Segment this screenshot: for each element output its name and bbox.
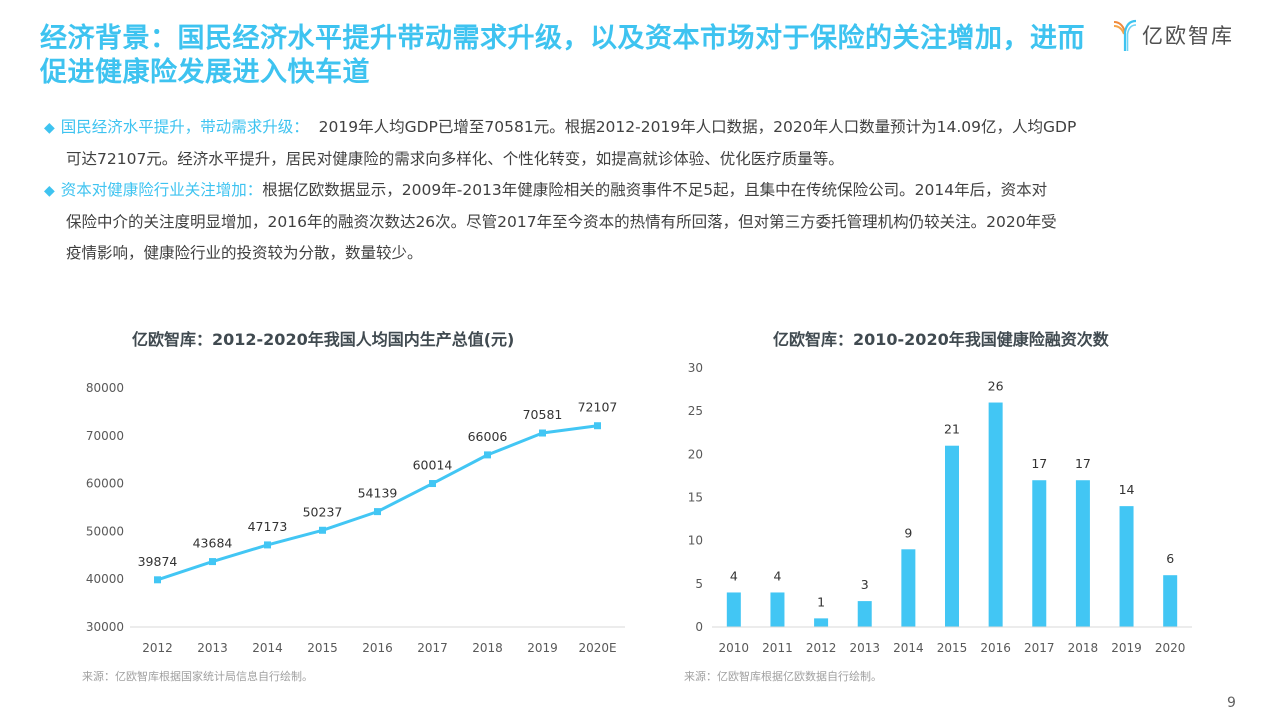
- bar: [857, 601, 872, 627]
- bar: [1119, 506, 1134, 627]
- y-tick-label: 10: [688, 534, 703, 548]
- y-tick-label: 25: [688, 404, 703, 418]
- data-label: 4: [730, 568, 738, 583]
- x-tick-label: 2016: [980, 641, 1011, 655]
- data-point: [154, 576, 161, 584]
- data-label: 4: [773, 568, 781, 583]
- x-tick-label: 2019: [1111, 641, 1142, 655]
- data-point: [539, 429, 546, 437]
- x-tick-label: 2015: [307, 641, 338, 655]
- x-tick-label: 2016: [362, 641, 393, 655]
- data-label: 66006: [468, 429, 508, 444]
- diamond-icon: ◆: [44, 183, 55, 199]
- x-tick-label: 2019: [527, 641, 558, 655]
- bullet-list: ◆ 国民经济水平提升，带动需求升级： 2019年人均GDP已增至70581元。根据…: [44, 112, 1244, 269]
- y-tick-label: 15: [688, 491, 703, 505]
- bar: [726, 592, 741, 627]
- x-tick-label: 2011: [762, 641, 793, 655]
- data-label: 14: [1119, 482, 1135, 497]
- bar: [1075, 480, 1090, 627]
- x-tick-label: 2017: [417, 641, 448, 655]
- x-tick-label: 2017: [1024, 641, 1055, 655]
- y-tick-label: 30000: [86, 620, 124, 634]
- bullet-text: 根据亿欧数据显示，2009年-2013年健康险相关的融资事件不足5起，且集中在传…: [262, 181, 1048, 199]
- page-number: 9: [1227, 695, 1236, 711]
- bullet-text: 保险中介的关注度明显增加，2016年的融资次数达26次。尽管2017年至今资本的…: [66, 213, 1057, 231]
- y-tick-label: 0: [695, 620, 703, 634]
- page-title: 经济背景：国民经济水平提升带动需求升级，以及资本市场对于保险的关注增加，进而促进…: [40, 23, 1085, 88]
- x-tick-label: 2010: [719, 641, 750, 655]
- data-point: [374, 508, 381, 516]
- y-tick-label: 80000: [86, 381, 124, 395]
- brand-logo: 亿欧智库: [1112, 18, 1234, 52]
- x-tick-label: 2014: [893, 641, 924, 655]
- gdp-series-line: [157, 424, 598, 582]
- data-point: [264, 541, 271, 549]
- data-label: 26: [988, 379, 1004, 394]
- x-tick-label: 2012: [806, 641, 837, 655]
- x-tick-label: 2014: [252, 641, 283, 655]
- x-tick-label: 2018: [472, 641, 503, 655]
- bullet-highlight: 国民经济水平提升，带动需求升级：: [60, 118, 309, 136]
- bar: [988, 402, 1003, 627]
- data-label: 17: [1031, 456, 1047, 471]
- data-label: 17: [1075, 456, 1091, 471]
- y-tick-label: 70000: [86, 429, 124, 443]
- y-tick-label: 20: [688, 447, 703, 461]
- x-tick-label: 2018: [1068, 641, 1099, 655]
- bullet-capital: ◆ 资本对健康险行业关注增加：根据亿欧数据显示，2009年-2013年健康险相关的…: [44, 175, 1244, 269]
- bullet-highlight: 资本对健康险行业关注增加：: [60, 181, 263, 199]
- bullet-economy: ◆ 国民经济水平提升，带动需求升级： 2019年人均GDP已增至70581元。根据…: [44, 112, 1244, 175]
- x-tick-label: 2013: [849, 641, 880, 655]
- data-point: [484, 451, 491, 459]
- bar-chart-title: 亿欧智库：2010-2020年我国健康险融资次数: [773, 330, 1109, 349]
- y-tick-label: 50000: [86, 524, 124, 538]
- logo-text: 亿欧智库: [1142, 24, 1234, 48]
- bar: [1163, 575, 1178, 627]
- data-point: [209, 558, 216, 566]
- bar: [814, 618, 829, 627]
- data-label: 43684: [193, 536, 233, 551]
- bar-chart-source: 来源：亿欧智库根据亿欧数据自行绘制。: [684, 670, 882, 683]
- y-tick-label: 5: [695, 577, 703, 591]
- y-tick-label: 30: [688, 361, 703, 375]
- y-tick-label: 60000: [86, 477, 124, 491]
- data-point: [594, 422, 601, 430]
- x-tick-label: 2015: [937, 641, 968, 655]
- x-tick-label: 2012: [142, 641, 173, 655]
- yiou-logo-icon: [1113, 19, 1137, 51]
- bar: [945, 445, 959, 627]
- data-label: 9: [904, 525, 912, 540]
- line-chart-source: 来源：亿欧智库根据国家统计局信息自行绘制。: [82, 670, 313, 683]
- x-tick-label: 2020E: [578, 641, 616, 655]
- data-label: 39874: [138, 554, 178, 569]
- bullet-text: 可达72107元。经济水平提升，居民对健康险的需求向多样化、个性化转变，如提高就…: [66, 150, 844, 168]
- data-label: 1: [817, 594, 825, 609]
- data-label: 60014: [413, 458, 453, 473]
- bar: [770, 592, 785, 627]
- data-label: 72107: [578, 400, 618, 415]
- y-tick-label: 40000: [86, 572, 124, 586]
- x-tick-label: 2020: [1155, 641, 1186, 655]
- data-label: 47173: [248, 519, 288, 534]
- bullet-text: 2019年人均GDP已增至70581元。根据2012-2019年人口数据，202…: [308, 118, 1077, 136]
- data-label: 21: [944, 422, 960, 437]
- data-point: [429, 480, 436, 488]
- data-point: [319, 526, 326, 534]
- data-label: 3: [861, 577, 869, 592]
- data-label: 50237: [303, 504, 343, 519]
- bar: [901, 549, 916, 627]
- data-label: 70581: [523, 407, 563, 422]
- bar: [1032, 480, 1047, 627]
- data-label: 54139: [358, 486, 398, 501]
- bullet-text: 疫情影响，健康险行业的投资较为分散，数量较少。: [66, 244, 423, 262]
- line-chart-title: 亿欧智库：2012-2020年我国人均国内生产总值(元): [132, 330, 515, 349]
- data-label: 6: [1166, 551, 1174, 566]
- diamond-icon: ◆: [44, 120, 55, 136]
- x-tick-label: 2013: [197, 641, 228, 655]
